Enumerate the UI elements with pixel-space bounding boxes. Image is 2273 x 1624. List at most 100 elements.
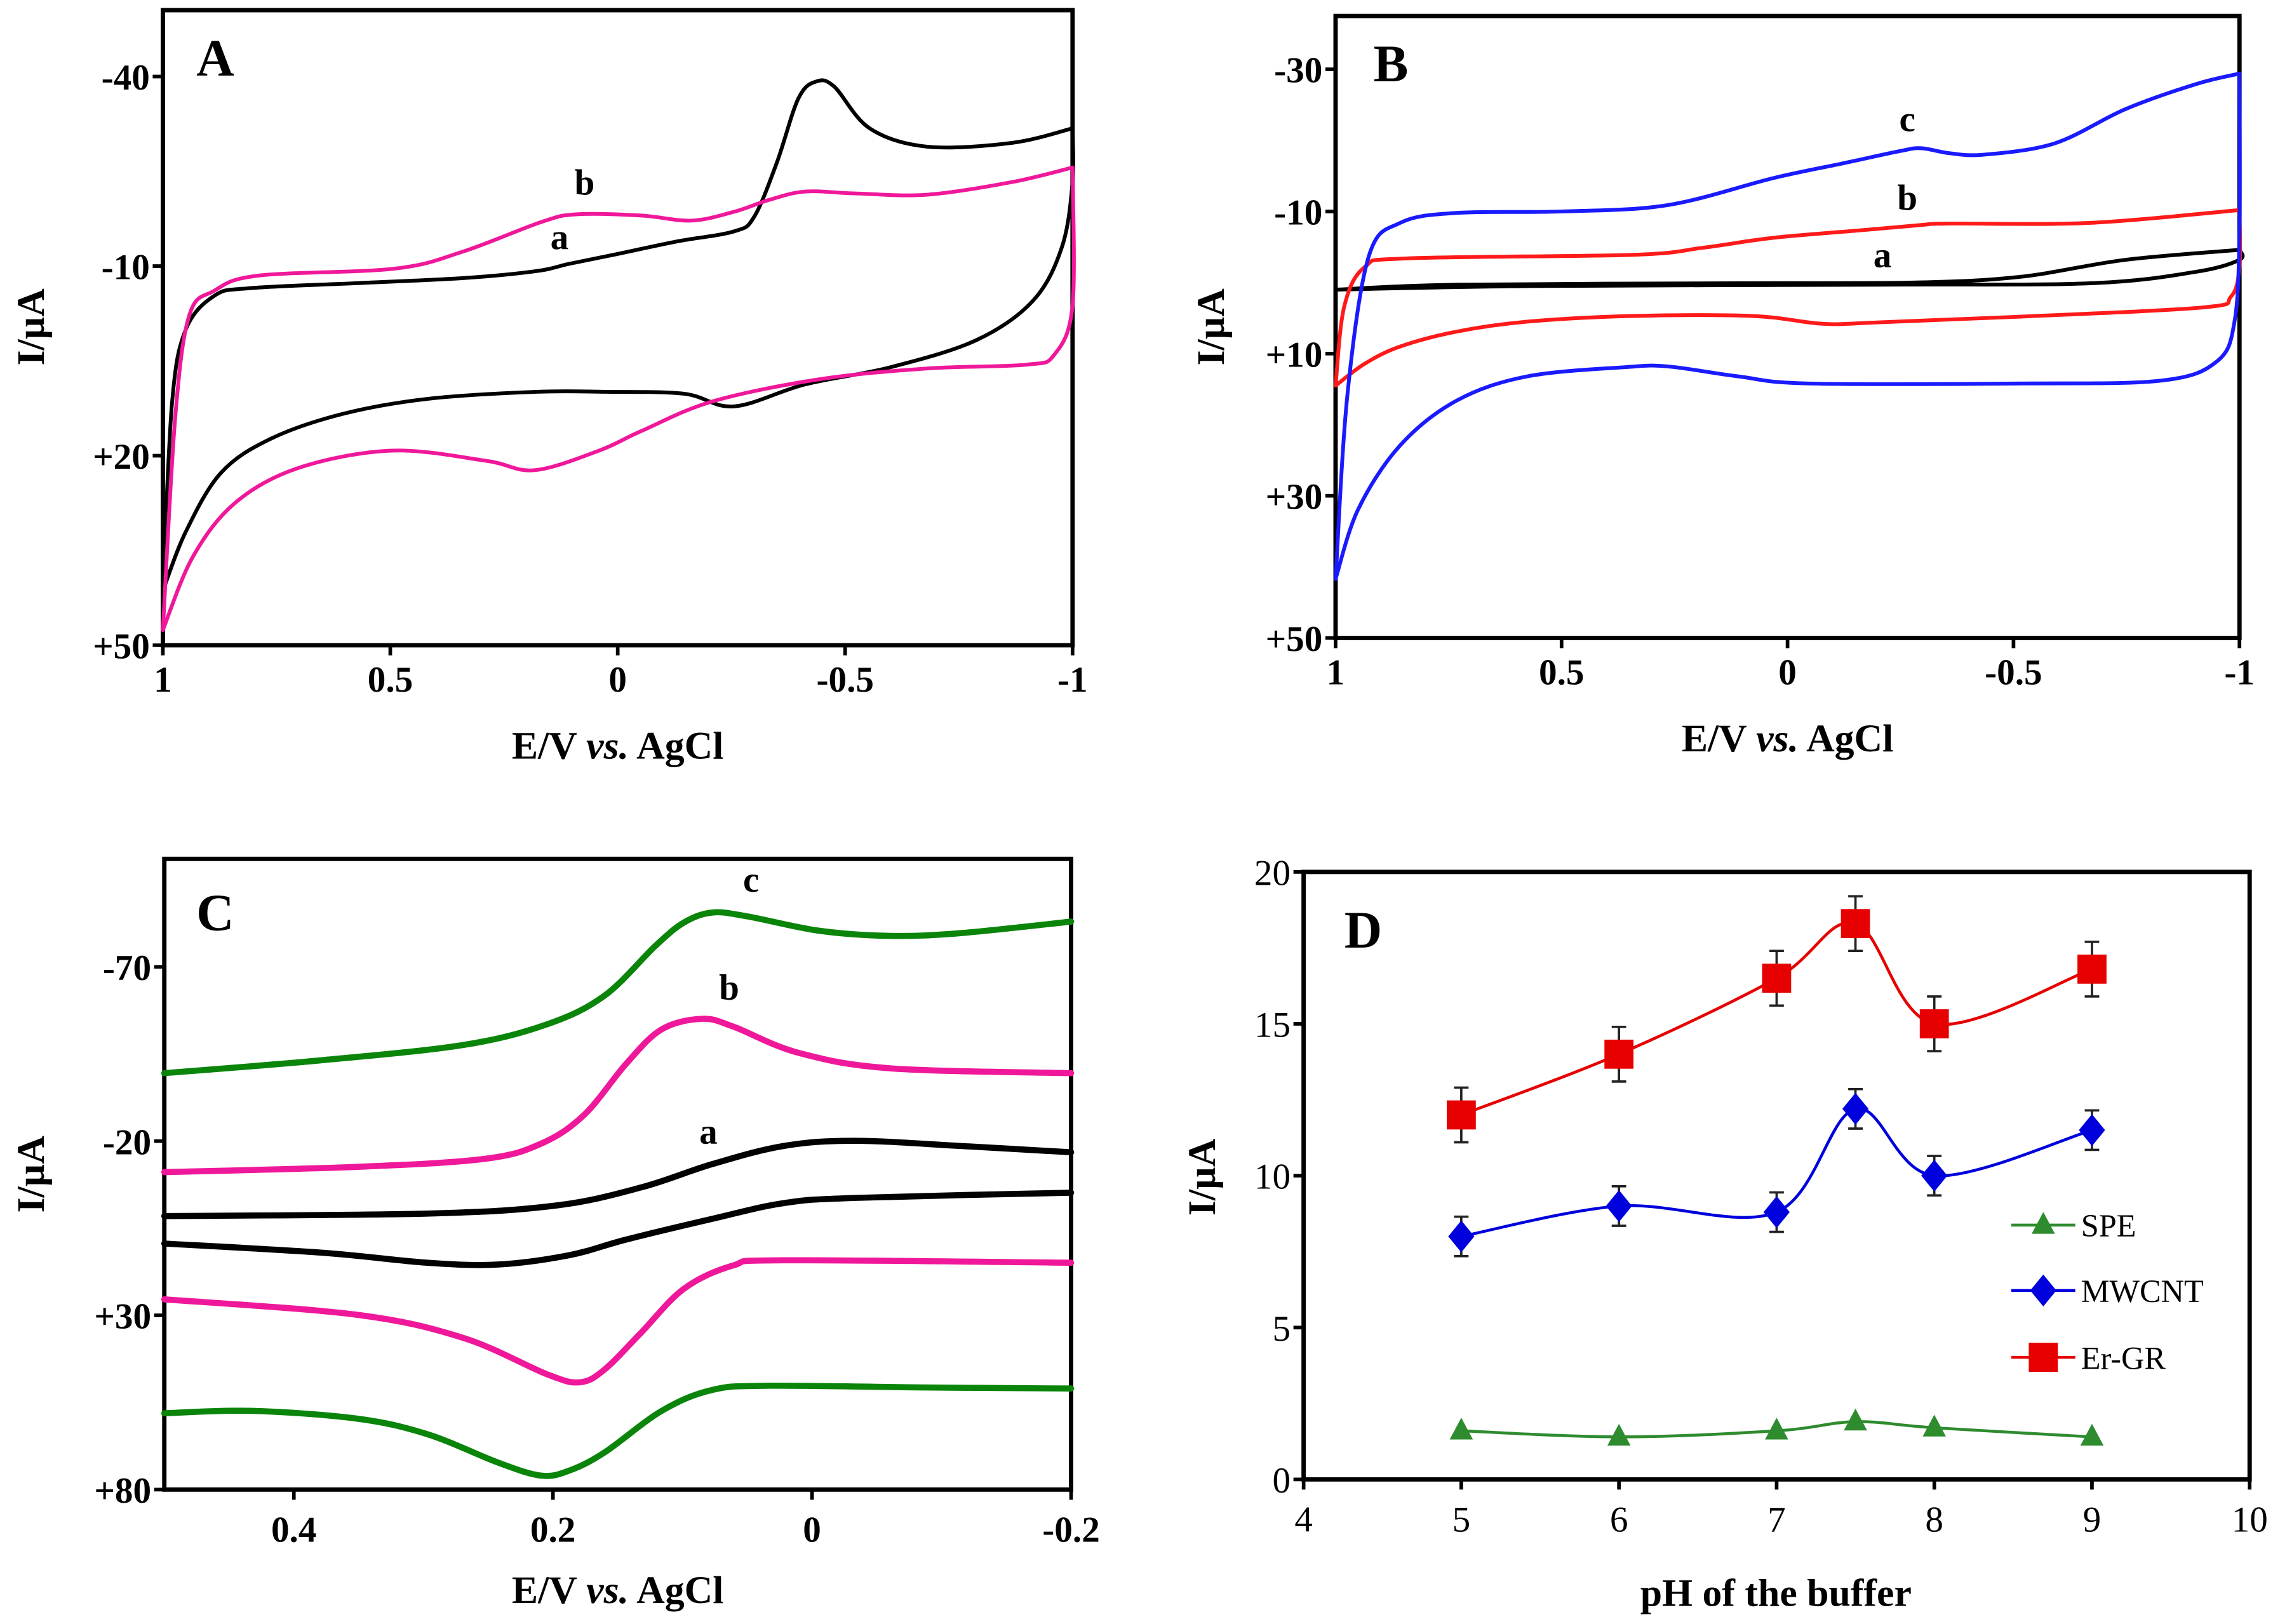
cv-curve-forward (161, 1137, 1075, 1219)
x-tick-label: 0.5 (368, 660, 413, 700)
x-axis-title: E/V vs. AgCl (512, 1569, 723, 1612)
curve-label-b: b (574, 163, 594, 203)
x-tick-label: -0.2 (1042, 1510, 1100, 1550)
x-tick-label: 10 (2232, 1500, 2268, 1540)
y-tick-label: -30 (1274, 51, 1322, 91)
y-tick-label: -40 (102, 58, 150, 98)
y-tick-label: +80 (94, 1471, 151, 1511)
y-tick-label: +10 (1266, 335, 1323, 375)
x-tick-label: 0 (803, 1510, 821, 1550)
cv-curve-forward (161, 909, 1075, 1077)
square-marker (1762, 963, 1792, 993)
triangle-marker (1844, 1408, 1867, 1431)
diamond-marker (1763, 1196, 1790, 1228)
panel-letter: C (196, 883, 234, 941)
y-tick-label: +30 (94, 1297, 151, 1337)
panel-b: -30 -10 +10 +30 +501 0.5 0 -0.5 -1 B I/µA E/V vs. A… (1190, 13, 2255, 760)
y-tick-label: -20 (103, 1122, 151, 1162)
legend-label: Er-GR (2081, 1340, 2166, 1376)
x-tick-label: 0.2 (530, 1510, 575, 1550)
x-axis-title-part: AgCl (629, 1569, 723, 1612)
curve-label-a: a (699, 1112, 718, 1152)
series-c (1334, 71, 2242, 581)
panel-letter: A (196, 29, 234, 87)
series-er-gr (1447, 895, 2107, 1144)
panel-c: -70 -20 +30 +80 0.4 0.2 0 -0.2 C I/µA E/V vs. AgCl… (10, 856, 1100, 1612)
cv-curve-forward (1334, 71, 2242, 581)
y-tick-label: -10 (1274, 193, 1322, 233)
triangle-marker (2080, 1423, 2104, 1446)
triangle-marker (1922, 1414, 1946, 1437)
x-tick-label: 5 (1452, 1500, 1471, 1540)
x-axis-title: E/V vs. AgCl (512, 724, 723, 767)
y-axis-title: I/µA (10, 1136, 53, 1213)
x-axis-title: E/V vs. AgCl (1682, 717, 1893, 760)
series-a (1334, 248, 2245, 292)
square-marker (1841, 909, 1870, 939)
panel-letter: B (1373, 35, 1408, 93)
series-c (161, 909, 1075, 1479)
y-tick-label: 5 (1272, 1309, 1291, 1349)
x-tick-label: -1 (2224, 653, 2255, 693)
triangle-marker (2031, 1212, 2055, 1234)
y-tick-label: +30 (1266, 477, 1323, 517)
series-line (1461, 1420, 2093, 1439)
x-tick-label: 7 (1767, 1500, 1786, 1540)
legend: SPE MWCNT Er-GR (2011, 1208, 2204, 1376)
cv-curve-forward (161, 78, 1075, 593)
x-tick-label: 6 (1610, 1500, 1628, 1540)
cv-curve-reverse (1334, 208, 2243, 388)
y-tick-label: 0 (1272, 1461, 1291, 1501)
curve-label-a: a (551, 217, 569, 257)
series-line (1461, 921, 2093, 1117)
square-marker (1919, 1009, 1949, 1038)
cv-curve-reverse (1334, 71, 2242, 581)
x-axis-title-part: AgCl (1799, 717, 1893, 760)
cv-curve-forward (161, 165, 1075, 633)
x-tick-label: -0.5 (816, 660, 874, 700)
x-axis-title-part: vs. (586, 1569, 629, 1612)
panel-letter: D (1344, 901, 1382, 959)
x-tick-label: 0.5 (1539, 653, 1584, 693)
series-spe (1449, 1408, 2104, 1446)
y-tick-label: 10 (1254, 1157, 1291, 1197)
x-axis-title-part: vs. (1756, 717, 1799, 760)
x-tick-label: 0 (608, 660, 627, 700)
x-tick-label: -1 (1057, 660, 1088, 700)
cv-curve-reverse (1334, 248, 2245, 292)
legend-item-spe: SPE (2011, 1208, 2136, 1244)
x-axis-title-part: E/V (512, 724, 586, 767)
x-axis-title-part: AgCl (629, 724, 723, 767)
legend-item-mwcnt: MWCNT (2011, 1273, 2204, 1309)
y-axis-title: I/µA (1190, 288, 1233, 366)
cv-curve-forward (161, 1016, 1075, 1176)
curve-label-c: c (1899, 99, 1915, 139)
x-axis-title-part: E/V (512, 1569, 586, 1612)
y-tick-label: -10 (102, 248, 150, 288)
triangle-marker (1449, 1418, 1473, 1440)
y-tick-label: 15 (1254, 1005, 1291, 1045)
curve-label-b: b (1897, 178, 1917, 218)
diamond-marker (1842, 1092, 1869, 1125)
curve-label-a: a (1874, 235, 1892, 275)
y-tick-label: +20 (93, 437, 150, 477)
panel-d: 0 5 10 15 20 4 5 6 7 8 9 10 D I/µA pH of the buffer SPE… (1181, 853, 2268, 1614)
x-axis-title-part: E/V (1682, 717, 1756, 760)
x-tick-label: -0.5 (1985, 653, 2042, 693)
panel-a: -40 -10 +20 +501 0.5 0 -0.5 -1 A I/µA E/V vs. AgCl… (10, 8, 1088, 767)
y-axis-title: I/µA (10, 288, 53, 366)
triangle-marker (1765, 1418, 1788, 1440)
x-tick-label: 1 (154, 660, 172, 700)
square-marker (1447, 1100, 1476, 1130)
curve-label-b: b (719, 968, 739, 1008)
cv-curve-reverse (161, 1382, 1075, 1479)
cv-curve-reverse (161, 1257, 1075, 1386)
series-b (161, 1016, 1075, 1386)
series-b (161, 165, 1076, 633)
legend-item-er-gr: Er-GR (2011, 1340, 2166, 1376)
square-marker (1604, 1039, 1634, 1069)
square-marker (2077, 955, 2107, 984)
legend-label: SPE (2081, 1208, 2136, 1244)
